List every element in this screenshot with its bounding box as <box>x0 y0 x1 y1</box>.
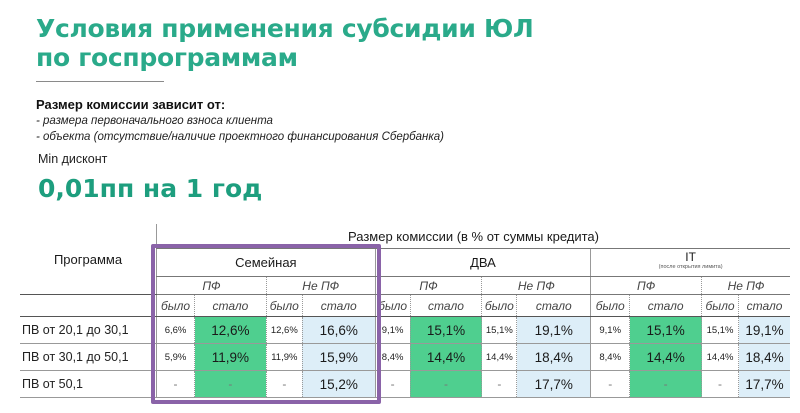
now-header: стало <box>301 294 376 317</box>
was-value: 11,9% <box>265 343 303 371</box>
was-value: - <box>701 370 739 398</box>
was-value: - <box>374 370 411 398</box>
sub-header-pf: ПФ <box>590 276 702 295</box>
program-header-spacer <box>20 294 157 317</box>
now-value: 17,7% <box>738 370 790 398</box>
now-value: - <box>409 370 482 398</box>
was-value: 15,1% <box>481 316 517 344</box>
was-value: - <box>590 370 630 398</box>
page-title: Условия применения субсидии ЮЛ по госпро… <box>36 14 534 72</box>
now-value: 14,4% <box>629 343 702 371</box>
was-value: 9,1% <box>374 316 411 344</box>
commission-table: Программа Размер комиссии (в % от суммы … <box>20 224 790 398</box>
sub-header-pf: ПФ <box>374 276 482 295</box>
group-it-label: IT <box>685 250 696 264</box>
now-header: стало <box>516 294 591 317</box>
now-value: 18,4% <box>738 343 790 371</box>
min-discount-label: Min дисконт <box>38 152 108 166</box>
was-value: 14,4% <box>701 343 739 371</box>
now-value: 19,1% <box>738 316 790 344</box>
was-value: 9,1% <box>590 316 630 344</box>
condition-item: - размера первоначального взноса клиента <box>36 115 273 127</box>
was-value: 5,9% <box>156 343 195 371</box>
now-value: - <box>194 370 267 398</box>
now-header: стало <box>738 294 790 317</box>
sub-header-nopf: Не ПФ <box>701 276 790 295</box>
was-value: - <box>481 370 517 398</box>
was-value: - <box>265 370 303 398</box>
condition-item: - объекта (отсутствие/наличие проектного… <box>36 131 445 143</box>
sub-header-nopf: Не ПФ <box>481 276 591 295</box>
now-value: 11,9% <box>194 343 267 371</box>
group-header-family: Семейная <box>156 248 376 277</box>
now-value: 16,6% <box>301 316 376 344</box>
now-value: - <box>629 370 702 398</box>
now-value: 15,2% <box>301 370 376 398</box>
program-cell: ПВ от 20,1 до 30,1 <box>20 316 157 344</box>
program-cell: ПВ от 50,1 <box>20 370 157 398</box>
program-header: Программа <box>20 224 157 295</box>
now-value: 15,9% <box>301 343 376 371</box>
now-header: стало <box>194 294 267 317</box>
table-row: ПВ от 30,1 до 50,1 5,9% 11,9% 11,9% 15,9… <box>20 343 790 371</box>
min-discount-value: 0,01пп на 1 год <box>38 174 263 203</box>
now-header: стало <box>629 294 702 317</box>
program-cell: ПВ от 30,1 до 50,1 <box>20 343 157 371</box>
was-header: было <box>590 294 630 317</box>
was-header: было <box>481 294 517 317</box>
was-value: 8,4% <box>374 343 411 371</box>
conditions-heading: Размер комиссии зависит от: <box>36 97 226 112</box>
was-header: было <box>265 294 303 317</box>
now-value: 15,1% <box>629 316 702 344</box>
was-value: 15,1% <box>701 316 739 344</box>
sub-header-pf: ПФ <box>156 276 267 295</box>
table-row: ПВ от 50,1 - - - 15,2% - - - 17,7% - - -… <box>20 370 790 398</box>
now-value: 12,6% <box>194 316 267 344</box>
now-header: стало <box>409 294 482 317</box>
title-divider <box>36 81 164 82</box>
now-value: 14,4% <box>409 343 482 371</box>
was-header: было <box>156 294 195 317</box>
now-value: 19,1% <box>516 316 591 344</box>
group-header-it: IT (после открытия лимита) <box>590 248 790 277</box>
was-value: 8,4% <box>590 343 630 371</box>
was-header: было <box>374 294 411 317</box>
was-value: 6,6% <box>156 316 195 344</box>
now-value: 17,7% <box>516 370 591 398</box>
was-header: было <box>701 294 739 317</box>
commission-header: Размер комиссии (в % от суммы кредита) <box>156 224 790 249</box>
group-header-dva: ДВА <box>374 248 591 277</box>
was-value: 14,4% <box>481 343 517 371</box>
page-title-line-1: Условия применения субсидии ЮЛ <box>36 14 534 43</box>
table-row: ПВ от 20,1 до 30,1 6,6% 12,6% 12,6% 16,6… <box>20 316 790 344</box>
page-title-line-2: по госпрограммам <box>36 43 298 72</box>
was-value: 12,6% <box>265 316 303 344</box>
was-value: - <box>156 370 195 398</box>
sub-header-nopf: Не ПФ <box>265 276 376 295</box>
now-value: 18,4% <box>516 343 591 371</box>
group-it-note: (после открытия лимита) <box>658 264 723 270</box>
now-value: 15,1% <box>409 316 482 344</box>
